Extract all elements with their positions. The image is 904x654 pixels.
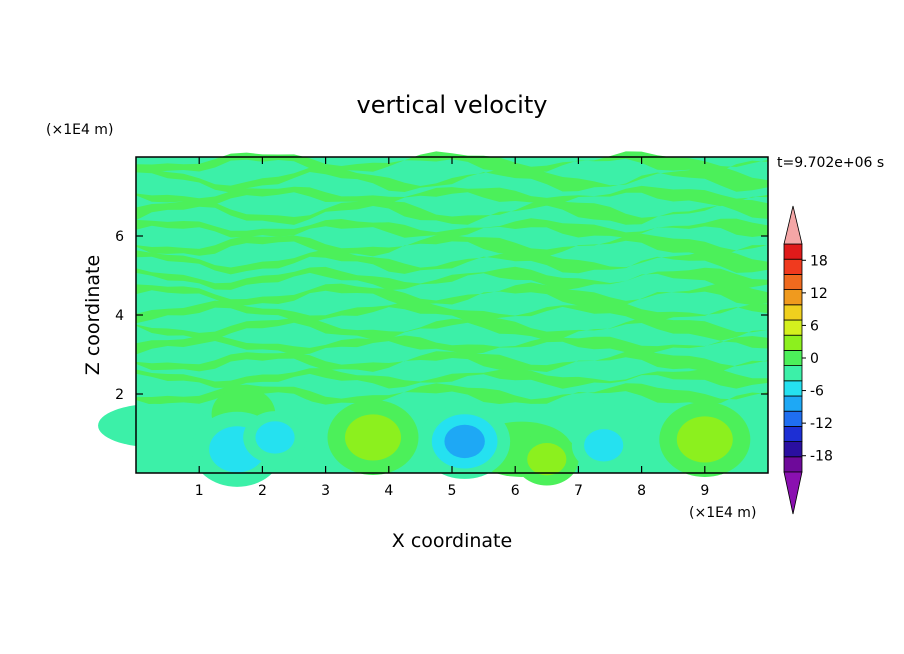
y-axis: 2 4 6 xyxy=(115,229,768,403)
x-axis-label: X coordinate xyxy=(392,530,512,552)
colorbar: 18 12 6 0 -6 -12 -18 xyxy=(783,205,833,515)
x-tick-label: 5 xyxy=(448,483,457,499)
contour-band xyxy=(136,185,768,207)
contour-band xyxy=(136,300,768,324)
colorbar-tick-label: 6 xyxy=(810,318,819,334)
colorbar-swatch xyxy=(783,334,803,351)
colorbar-swatch xyxy=(783,319,803,336)
x-tick-label: 1 xyxy=(195,483,204,499)
contour-band xyxy=(136,199,768,225)
colorbar-tick-label: -12 xyxy=(810,416,833,432)
colorbar-swatch xyxy=(783,380,803,397)
colorbar-tick-label: 0 xyxy=(810,351,819,367)
x-tick-label: 9 xyxy=(700,483,709,499)
colorbar-swatch xyxy=(783,365,803,382)
colorbar-swatch xyxy=(783,441,803,458)
colorbar-swatch xyxy=(783,289,803,306)
y-tick-label: 6 xyxy=(115,229,124,245)
colorbar-under-arrow xyxy=(783,471,803,515)
heatmap-field xyxy=(98,151,768,487)
contour-band xyxy=(136,383,768,405)
colorbar-swatch xyxy=(783,258,803,275)
contour-band xyxy=(136,350,768,372)
x-tick-label: 7 xyxy=(574,483,583,499)
feature-0-contour-2 xyxy=(344,414,402,461)
contour-band xyxy=(136,367,768,389)
x-tick-label: 3 xyxy=(321,483,330,499)
contour-band xyxy=(136,233,768,257)
contour-band xyxy=(136,317,768,341)
contour-band xyxy=(136,282,768,306)
colorbar-swatch xyxy=(783,395,803,412)
contour-patch xyxy=(98,403,212,448)
colorbar-tick-label: 12 xyxy=(810,286,828,302)
plot-area xyxy=(98,151,769,487)
colorbar-tick-label: -18 xyxy=(810,449,833,465)
y-tick-label: 4 xyxy=(115,308,124,324)
feature-2-contour-2 xyxy=(527,443,567,476)
feature-6-contour-2 xyxy=(255,421,295,454)
colorbar-swatch xyxy=(783,243,803,260)
contour-band xyxy=(136,335,768,356)
colorbar-swatch xyxy=(783,349,803,366)
colorbar-swatch xyxy=(783,456,803,473)
y-axis-label: Z coordinate xyxy=(82,255,104,375)
contour-band xyxy=(136,218,768,238)
colorbar-swatch xyxy=(783,273,803,290)
colorbar-tick-label: 18 xyxy=(810,253,828,269)
feature-1-contour-2 xyxy=(676,416,733,463)
feature-4-contour-3 xyxy=(444,424,485,459)
x-tick-label: 4 xyxy=(384,483,393,499)
contour-band xyxy=(136,249,768,275)
time-label: t=9.702e+06 s xyxy=(777,155,884,171)
feature-7-contour-2 xyxy=(584,429,624,462)
x-tick-label: 2 xyxy=(258,483,267,499)
colorbar-tick-label: -6 xyxy=(810,384,824,400)
contour-band xyxy=(136,165,768,193)
colorbar-swatch xyxy=(783,304,803,321)
colorbar-swatch xyxy=(783,425,803,442)
colorbar-swatch xyxy=(783,410,803,427)
x-tick-label: 6 xyxy=(511,483,520,499)
chart-title: vertical velocity xyxy=(357,91,548,119)
y-tick-label: 2 xyxy=(115,387,124,403)
contour-band xyxy=(136,266,768,291)
x-unit-label: (×1E4 m) xyxy=(689,505,756,521)
x-axis: 1 2 3 4 5 6 7 8 9 xyxy=(195,157,709,499)
x-tick-label: 8 xyxy=(637,483,646,499)
colorbar-over-arrow xyxy=(783,205,803,245)
y-unit-label: (×1E4 m) xyxy=(46,122,113,138)
